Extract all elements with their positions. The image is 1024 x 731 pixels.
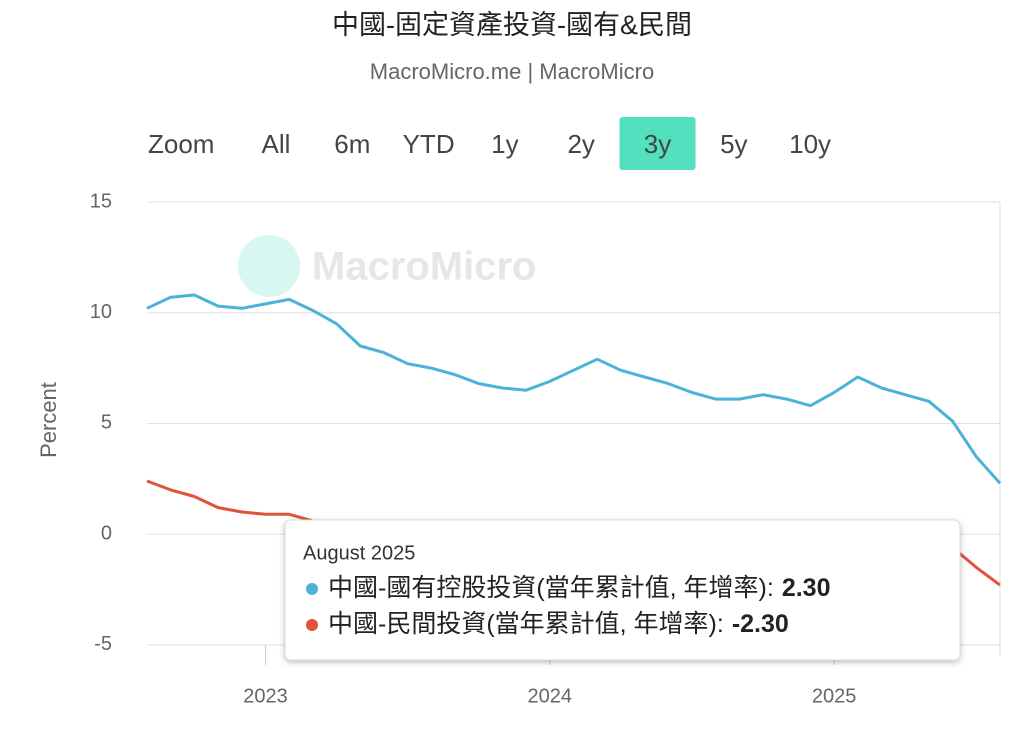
tooltip-item: 中國-民間投資(當年累計值, 年增率): -2.30 [328,610,789,638]
tooltip-value: -2.30 [732,610,789,638]
range-button[interactable]: 5y [720,129,747,159]
x-tick-label: 2023 [243,685,288,707]
y-tick-label: 10 [90,301,112,323]
y-tick-label: -5 [94,633,112,655]
range-button-label[interactable]: 10y [789,129,831,159]
tooltip-value: 2.30 [782,574,831,602]
range-button[interactable]: All [262,129,291,159]
range-button-label[interactable]: 1y [491,129,518,159]
range-button-label[interactable]: YTD [403,129,455,159]
tooltip-items: 中國-國有控股投資(當年累計值, 年增率): 2.30中國-民間投資(當年累計值,… [306,574,831,638]
tooltip-separator: : [767,574,774,602]
x-tick-label: 2025 [812,685,857,707]
watermark: MacroMicro [238,235,537,297]
range-button[interactable]: 10y [789,129,831,159]
chart-title: 中國-固定資產投資-國有&民間 [332,10,692,40]
range-button-label[interactable]: All [262,129,291,159]
range-button-label[interactable]: 6m [334,129,370,159]
range-button-label[interactable]: 5y [720,129,747,159]
range-button[interactable]: 3y [619,117,696,170]
series-line [146,293,1002,485]
range-button[interactable]: YTD [403,129,455,159]
range-button[interactable]: 1y [491,129,518,159]
range-button-label[interactable]: 2y [567,129,594,159]
y-tick-label: 0 [101,522,112,544]
tooltip-title: August 2025 [303,542,415,564]
range-buttons: All 6m YTD 1y 2y 3y 5y 10y [262,117,831,170]
range-button[interactable]: 2y [567,129,594,159]
tooltip-item: 中國-國有控股投資(當年累計值, 年增率): 2.30 [328,574,831,602]
watermark-text: MacroMicro [312,245,537,289]
chart-subtitle: MacroMicro.me | MacroMicro [370,59,654,84]
tooltip-dot [306,583,318,595]
zoom-label: Zoom [148,129,214,159]
range-button-label[interactable]: 3y [644,129,671,159]
y-axis-label: Percent [36,382,61,458]
y-tick-label: 5 [101,412,112,434]
tooltip-box [284,519,961,661]
tooltip-dot [306,619,318,631]
x-tick-label: 2024 [528,685,573,707]
tooltip-series-name: 中國-國有控股投資(當年累計值, 年增率) [328,574,767,602]
tooltip-series-name: 中國-民間投資(當年累計值, 年增率) [328,610,717,638]
y-tick-label: 15 [90,190,112,212]
range-button[interactable]: 6m [334,129,370,159]
range-button-bg[interactable] [619,117,696,170]
tooltip: August 2025 中國-國有控股投資(當年累計值, 年增率): 2.30中國… [284,519,961,661]
tooltip-separator: : [717,610,724,638]
